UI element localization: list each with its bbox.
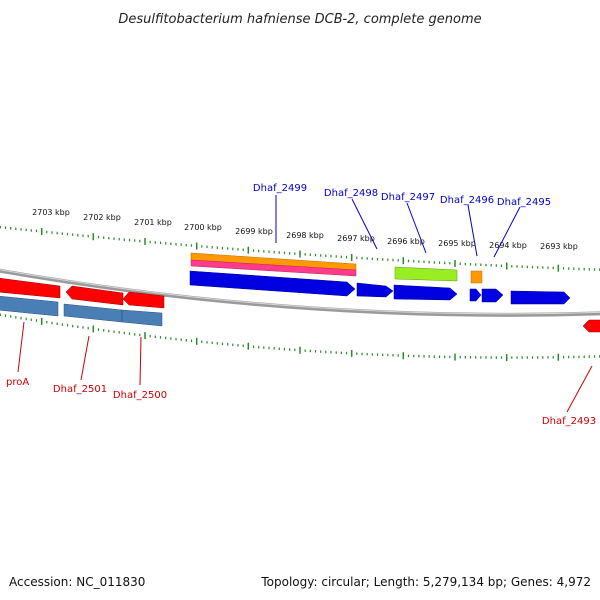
reverse-gene-arrow[interactable] [0, 278, 61, 299]
feature-track-extra [190, 252, 483, 284]
label-leader [351, 198, 378, 250]
label-leader [493, 206, 521, 258]
gene-label-dhaf-2501[interactable]: Dhaf_2501 [53, 384, 107, 395]
lower-tick-track [0, 313, 600, 362]
accession-text: Accession: NC_011830 [9, 575, 145, 589]
genome-backbone [0, 268, 600, 317]
steel-feature[interactable] [0, 295, 59, 317]
forward-gene-arrow[interactable] [189, 270, 356, 297]
kbp-tick-label: 2703 kbp [32, 208, 70, 217]
label-leader [406, 202, 427, 254]
kbp-tick-label: 2694 kbp [489, 241, 527, 250]
reverse-gene-arrow[interactable] [65, 285, 124, 306]
magenta-feature[interactable] [190, 259, 357, 277]
forward-gene-arrow[interactable] [469, 288, 482, 302]
steel-feature[interactable] [63, 303, 123, 323]
reverse-gene-arrow[interactable] [122, 291, 165, 309]
label-leader [80, 335, 90, 381]
label-leader [566, 365, 593, 413]
label-leader [17, 321, 25, 373]
reverse-gene-track [0, 278, 600, 333]
kbp-tick-label: 2699 kbp [235, 227, 273, 236]
steel-feature[interactable] [121, 309, 163, 327]
kbp-tick-label: 2695 kbp [438, 239, 476, 248]
kbp-tick-label: 2693 kbp [540, 242, 578, 251]
forward-gene-labels: Dhaf_2499 Dhaf_2498 Dhaf_2497 Dhaf_2496 … [253, 183, 551, 258]
kbp-tick-label: 2696 kbp [387, 237, 425, 246]
gene-label-dhaf-2496[interactable]: Dhaf_2496 [440, 195, 494, 206]
forward-gene-track [189, 270, 571, 305]
kbp-tick-label: 2700 kbp [184, 223, 222, 232]
kbp-tick-label: 2698 kbp [286, 231, 324, 240]
gene-label-dhaf-2497[interactable]: Dhaf_2497 [381, 192, 435, 203]
gene-label-proa[interactable]: proA [6, 377, 29, 388]
map-title: Desulfitobacterium hafniense DCB-2, comp… [118, 12, 481, 27]
genome-backbone-highlight [0, 269, 600, 315]
forward-gene-arrow[interactable] [393, 284, 458, 301]
gene-label-dhaf-2500[interactable]: Dhaf_2500 [113, 390, 167, 401]
gene-label-dhaf-2499[interactable]: Dhaf_2499 [253, 183, 307, 194]
lime-feature[interactable] [394, 266, 458, 282]
genome-summary-text: Topology: circular; Length: 5,279,134 bp… [260, 575, 591, 589]
reverse-gene-labels: proA Dhaf_2501 Dhaf_2500 Dhaf_2493 [6, 321, 596, 427]
kbp-tick-labels: 2703 kbp 2702 kbp 2701 kbp 2700 kbp 2699… [32, 208, 578, 251]
upper-tick-track [0, 225, 600, 272]
label-leader [467, 204, 478, 257]
orange-feature[interactable] [470, 270, 483, 284]
forward-gene-arrow[interactable] [510, 290, 571, 305]
gene-label-dhaf-2493[interactable]: Dhaf_2493 [542, 416, 596, 427]
reverse-gene-arrow[interactable] [582, 319, 600, 333]
kbp-tick-label: 2701 kbp [134, 218, 172, 227]
kbp-tick-label: 2697 kbp [337, 234, 375, 243]
gene-label-dhaf-2498[interactable]: Dhaf_2498 [324, 188, 378, 199]
label-leader [139, 336, 142, 386]
kbp-tick-label: 2702 kbp [83, 213, 121, 222]
forward-gene-arrow[interactable] [356, 282, 394, 298]
gene-label-dhaf-2495[interactable]: Dhaf_2495 [497, 197, 551, 208]
forward-gene-arrow[interactable] [481, 288, 504, 303]
